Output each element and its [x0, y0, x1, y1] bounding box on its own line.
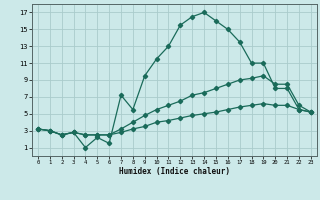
X-axis label: Humidex (Indice chaleur): Humidex (Indice chaleur)	[119, 167, 230, 176]
